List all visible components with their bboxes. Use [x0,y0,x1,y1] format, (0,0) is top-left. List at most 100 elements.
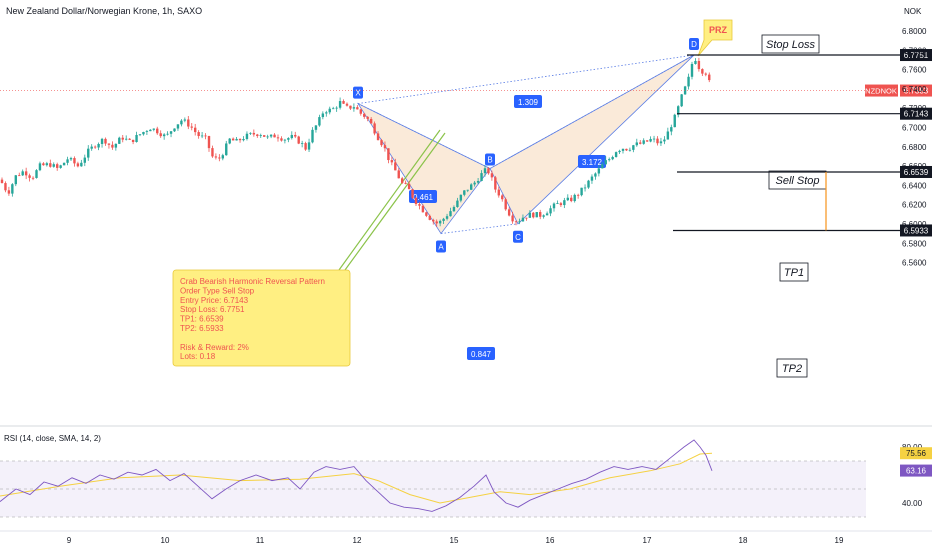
candle-body [663,139,666,142]
candle-body [214,156,218,158]
candle-body [266,136,269,138]
candle-body [38,163,42,171]
candle-body [535,212,538,218]
candle-body [421,205,425,213]
candle-body [659,141,663,144]
candle-body [235,138,238,141]
candle-body [318,117,321,126]
candle-body [83,157,86,163]
level-price-tag-bg [900,224,932,237]
annotation-line: Risk & Reward: 2% [180,343,249,352]
candle-body [549,208,552,214]
candle-body [45,163,49,166]
candle-body [87,148,90,158]
candle-body [59,165,62,168]
candle-body [404,182,407,184]
pattern-triangle-bcd [489,54,695,225]
candle-body [521,217,525,222]
candle-body [304,143,307,150]
candle-body [525,217,528,219]
currency-label: NOK [904,7,922,16]
annotation-line: Crab Bearish Harmonic Reversal Pattern [180,277,325,286]
candle-body [335,107,338,109]
x-tick-label: 19 [835,536,844,545]
candle-body [576,194,580,196]
chart-title: New Zealand Dollar/Norwegian Krone, 1h, … [6,6,202,16]
candle-body [14,175,17,185]
candle-body [545,213,549,216]
candle-body [259,135,262,137]
candle-body [104,138,107,144]
candle-body [342,101,345,104]
candle-body [601,164,604,169]
x-tick-label: 10 [161,536,170,545]
candle-body [162,134,166,137]
candle-body [269,134,273,137]
pattern-ratio-line [357,103,491,169]
candle-body [62,162,66,166]
candle-body [414,197,418,205]
rsi-ma-line [0,452,713,504]
candle-body [473,182,476,185]
candle-body [590,176,594,181]
x-tick-label: 18 [739,536,748,545]
candle-body [249,132,252,134]
candle-body [24,171,28,176]
candle-body [76,163,80,167]
candle-body [52,164,55,167]
candle-body [497,189,500,196]
candle-body [314,125,318,130]
time-axis: 9 10 11 12 15 16 17 18 19 [67,536,844,545]
candle-body [231,138,235,141]
level-price-tag-bg [900,165,932,178]
candle-body [11,184,14,194]
candle-body [135,135,138,143]
candle-body [49,163,52,167]
candle-body [338,101,342,108]
candle-body [683,86,687,95]
y-tick-label: 6.7600 [902,66,927,75]
candle-body [18,175,21,177]
y-tick-label: 6.7200 [902,104,927,113]
candle-body [373,123,376,134]
y-tick-label: 6.7000 [902,124,927,133]
rsi-tick-label: 40.00 [902,499,923,508]
candle-body [194,127,197,133]
candle-body [628,149,632,151]
candle-body [501,195,504,200]
candle-body [563,200,566,206]
candle-body [0,179,4,184]
candle-body [180,120,183,125]
candle-body [159,133,162,137]
price-axis: 6.8000 6.7800 6.7600 6.7400 6.7200 6.7000 6.68… [902,27,927,268]
candle-body [639,142,642,144]
candle-body [608,159,611,161]
candle-body [470,184,473,190]
candle-body [332,108,335,110]
candle-body [566,197,569,201]
candle-body [300,143,304,144]
candle-body [673,114,676,128]
prz-callout [697,19,733,57]
candle-body [311,129,314,143]
pattern-point-label: C [515,233,521,242]
candle-body [107,143,111,145]
candle-body [256,134,259,137]
level-price-tag-bg [900,49,932,62]
level-price-tag: 6.5933 [904,226,929,235]
annotation-box[interactable] [172,269,351,367]
candle-body [494,177,497,190]
candle-body [649,138,652,142]
candle-body [490,173,494,178]
annotation-line: Stop Loss: 6.7751 [180,305,245,314]
candle-body [597,168,601,174]
candle-body [401,178,404,183]
y-tick-label: 6.6600 [902,162,927,171]
candle-body [397,170,400,179]
level-name: TP2 [782,363,802,375]
candle-body [445,216,449,219]
candle-body [442,218,445,221]
symbol-tag-bg [865,84,898,97]
ratio-label: 0.847 [471,350,492,359]
candle-body [280,138,283,141]
